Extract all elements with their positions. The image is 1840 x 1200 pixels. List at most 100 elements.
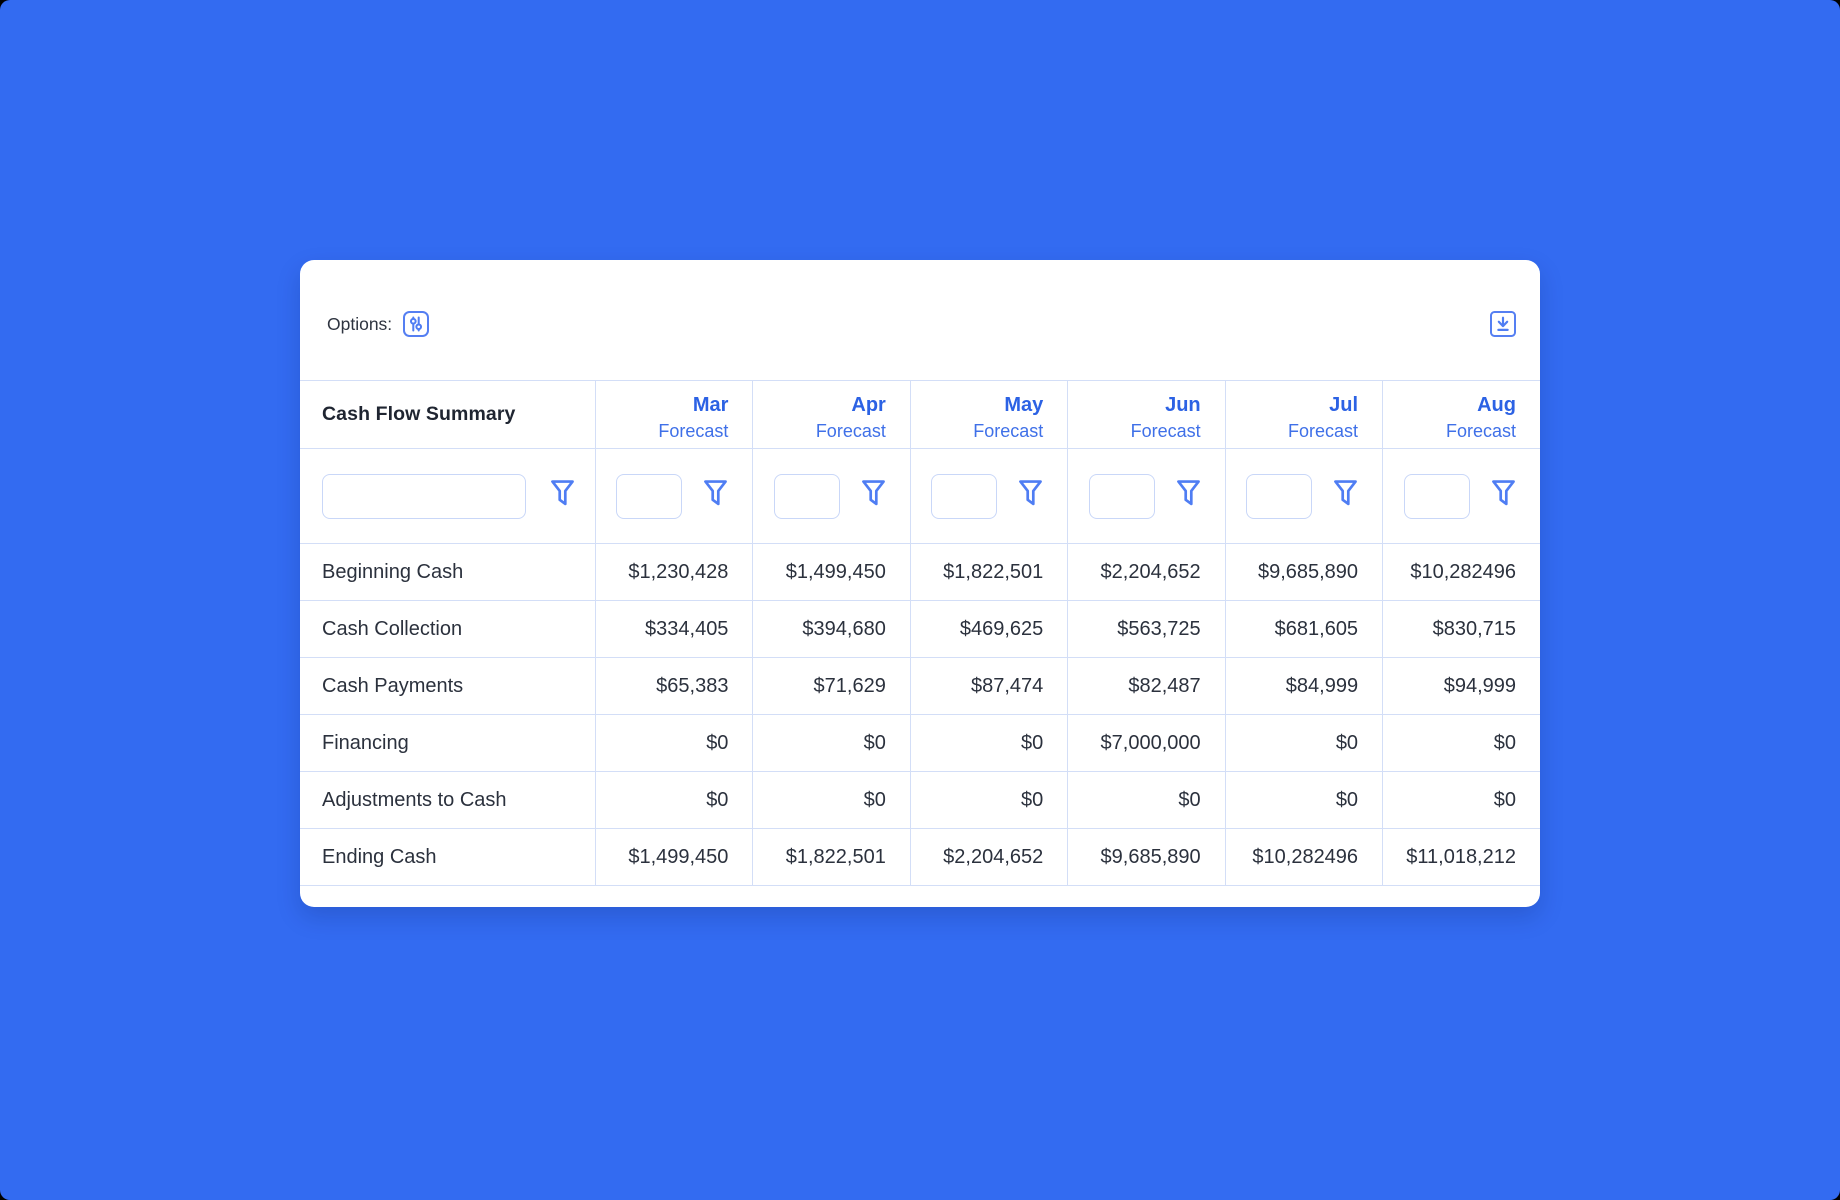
cell-value: $65,383 [595,657,753,715]
vertical-sliders-icon [407,315,425,333]
download-icon [1494,315,1512,333]
month-filter-input[interactable] [773,473,840,519]
filter-cell-label [300,448,596,544]
row-label: Cash Collection [300,600,596,658]
toolbar-options-group: Options: [327,311,430,337]
cell-value: $830,715 [1382,600,1540,658]
cell-value: $563,725 [1067,600,1226,658]
cell-value: $84,999 [1224,657,1383,715]
funnel-filter-icon[interactable] [1018,479,1043,513]
cell-value: $1,822,501 [909,543,1068,601]
cell-value: $10,282496 [1224,828,1383,886]
table-title: Cash Flow Summary [300,380,596,449]
cell-value: $1,499,450 [752,543,911,601]
column-header-jul: Jul Forecast [1224,380,1383,449]
options-label: Options: [327,313,393,334]
column-month-label: Apr [851,394,886,416]
cash-flow-table: Cash Flow Summary Mar Forecast Apr Forec… [300,380,1540,886]
column-header-mar: Mar Forecast [595,380,753,449]
filter-cell-mar [595,448,753,544]
column-month-label: Jun [1165,394,1201,416]
cell-value: $0 [909,771,1068,829]
cell-value: $2,204,652 [1067,543,1226,601]
row-label: Cash Payments [300,657,596,715]
cell-value: $7,000,000 [1067,714,1226,772]
column-forecast-label: Forecast [973,421,1044,441]
filter-cell-aug [1382,448,1540,544]
row-label: Beginning Cash [300,543,596,601]
table-row-beginning-cash: Beginning Cash $1,230,428 $1,499,450 $1,… [300,543,1540,601]
funnel-filter-icon[interactable] [703,479,728,513]
column-header-may: May Forecast [909,380,1068,449]
table-header-row: Cash Flow Summary Mar Forecast Apr Forec… [300,380,1540,449]
column-forecast-label: Forecast [1130,421,1201,441]
funnel-filter-icon[interactable] [550,479,575,513]
filter-cell-jun [1067,448,1226,544]
cell-value: $394,680 [752,600,911,658]
cell-value: $681,605 [1224,600,1383,658]
row-label: Financing [300,714,596,772]
cell-value: $0 [752,714,911,772]
cell-value: $1,499,450 [595,828,753,886]
cell-value: $0 [1382,771,1540,829]
cell-value: $0 [595,714,753,772]
funnel-filter-icon[interactable] [1176,479,1201,513]
column-month-label: Aug [1477,394,1516,416]
cell-value: $334,405 [595,600,753,658]
filter-cell-apr [752,448,911,544]
toolbar: Options: [300,260,1540,380]
column-header-jun: Jun Forecast [1067,380,1226,449]
table-row-cash-collection: Cash Collection $334,405 $394,680 $469,6… [300,600,1540,658]
cash-flow-card: Options: [300,260,1540,907]
cell-value: $87,474 [909,657,1068,715]
filter-cell-jul [1224,448,1383,544]
column-forecast-label: Forecast [1445,421,1516,441]
cell-value: $1,230,428 [595,543,753,601]
cell-value: $0 [1224,771,1383,829]
row-label: Adjustments to Cash [300,771,596,829]
table-row-financing: Financing $0 $0 $0 $7,000,000 $0 $0 [300,714,1540,772]
column-month-label: May [1004,394,1044,416]
month-filter-input[interactable] [1246,473,1313,519]
cell-value: $1,822,501 [752,828,911,886]
column-header-apr: Apr Forecast [752,380,911,449]
cell-value: $2,204,652 [909,828,1068,886]
month-filter-input[interactable] [1088,473,1155,519]
cell-value: $82,487 [1067,657,1226,715]
cell-value: $71,629 [752,657,911,715]
funnel-filter-icon[interactable] [861,479,886,513]
column-month-label: Jul [1329,394,1359,416]
filter-cell-may [909,448,1068,544]
row-label: Ending Cash [300,828,596,886]
table-row-adjustments-to-cash: Adjustments to Cash $0 $0 $0 $0 $0 $0 [300,771,1540,829]
cell-value: $0 [595,771,753,829]
month-filter-input[interactable] [931,473,998,519]
cell-value: $0 [1224,714,1383,772]
column-forecast-label: Forecast [815,421,886,441]
cell-value: $0 [752,771,911,829]
options-button[interactable] [403,311,430,337]
month-filter-input[interactable] [616,473,683,519]
table-row-ending-cash: Ending Cash $1,499,450 $1,822,501 $2,204… [300,828,1540,886]
cell-value: $11,018,212 [1382,828,1540,886]
cell-value: $94,999 [1382,657,1540,715]
column-header-aug: Aug Forecast [1382,380,1540,449]
funnel-filter-icon[interactable] [1491,479,1516,513]
column-month-label: Mar [692,394,729,416]
month-filter-input[interactable] [1404,473,1470,519]
cell-value: $9,685,890 [1224,543,1383,601]
download-button[interactable] [1490,311,1516,337]
column-forecast-label: Forecast [658,421,729,441]
cell-value: $0 [909,714,1068,772]
cell-value: $0 [1067,771,1226,829]
cell-value: $469,625 [909,600,1068,658]
cell-value: $0 [1382,714,1540,772]
cell-value: $9,685,890 [1067,828,1226,886]
column-forecast-label: Forecast [1288,421,1359,441]
funnel-filter-icon[interactable] [1333,479,1358,513]
cell-value: $10,282496 [1382,543,1540,601]
label-filter-input[interactable] [322,473,526,519]
filter-row [300,448,1540,544]
table-row-cash-payments: Cash Payments $65,383 $71,629 $87,474 $8… [300,657,1540,715]
